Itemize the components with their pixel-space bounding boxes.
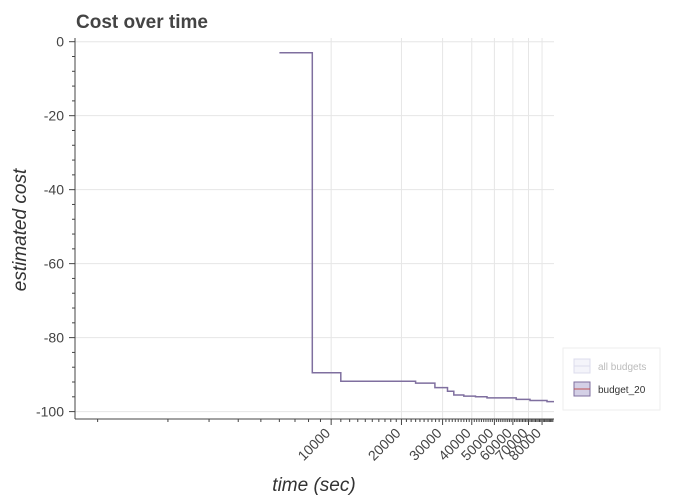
legend-box — [562, 347, 661, 411]
series-line-budget_20 — [279, 52, 554, 403]
y-tick-label: -60 — [44, 256, 64, 272]
x-axis-label: time (sec) — [272, 475, 355, 496]
y-tick-label: -100 — [36, 404, 64, 420]
y-axis-label: estimated cost — [10, 168, 31, 291]
y-tick-label: 0 — [56, 34, 64, 50]
x-tick-label: 30000 — [406, 425, 445, 464]
x-tick-label: 20000 — [365, 425, 404, 464]
y-tick-label: -40 — [44, 182, 64, 198]
legend-entry-label: budget_20 — [598, 385, 646, 396]
legend[interactable]: all budgets budget_20 — [562, 347, 661, 411]
chart-title: Cost over time — [76, 12, 208, 33]
series-layer — [279, 52, 554, 403]
grid — [75, 38, 554, 419]
y-tick-label: -20 — [44, 108, 64, 124]
y-tick-label: -80 — [44, 330, 64, 346]
x-tick-label: 10000 — [294, 425, 333, 464]
legend-entry-label: all budgets — [598, 362, 646, 373]
